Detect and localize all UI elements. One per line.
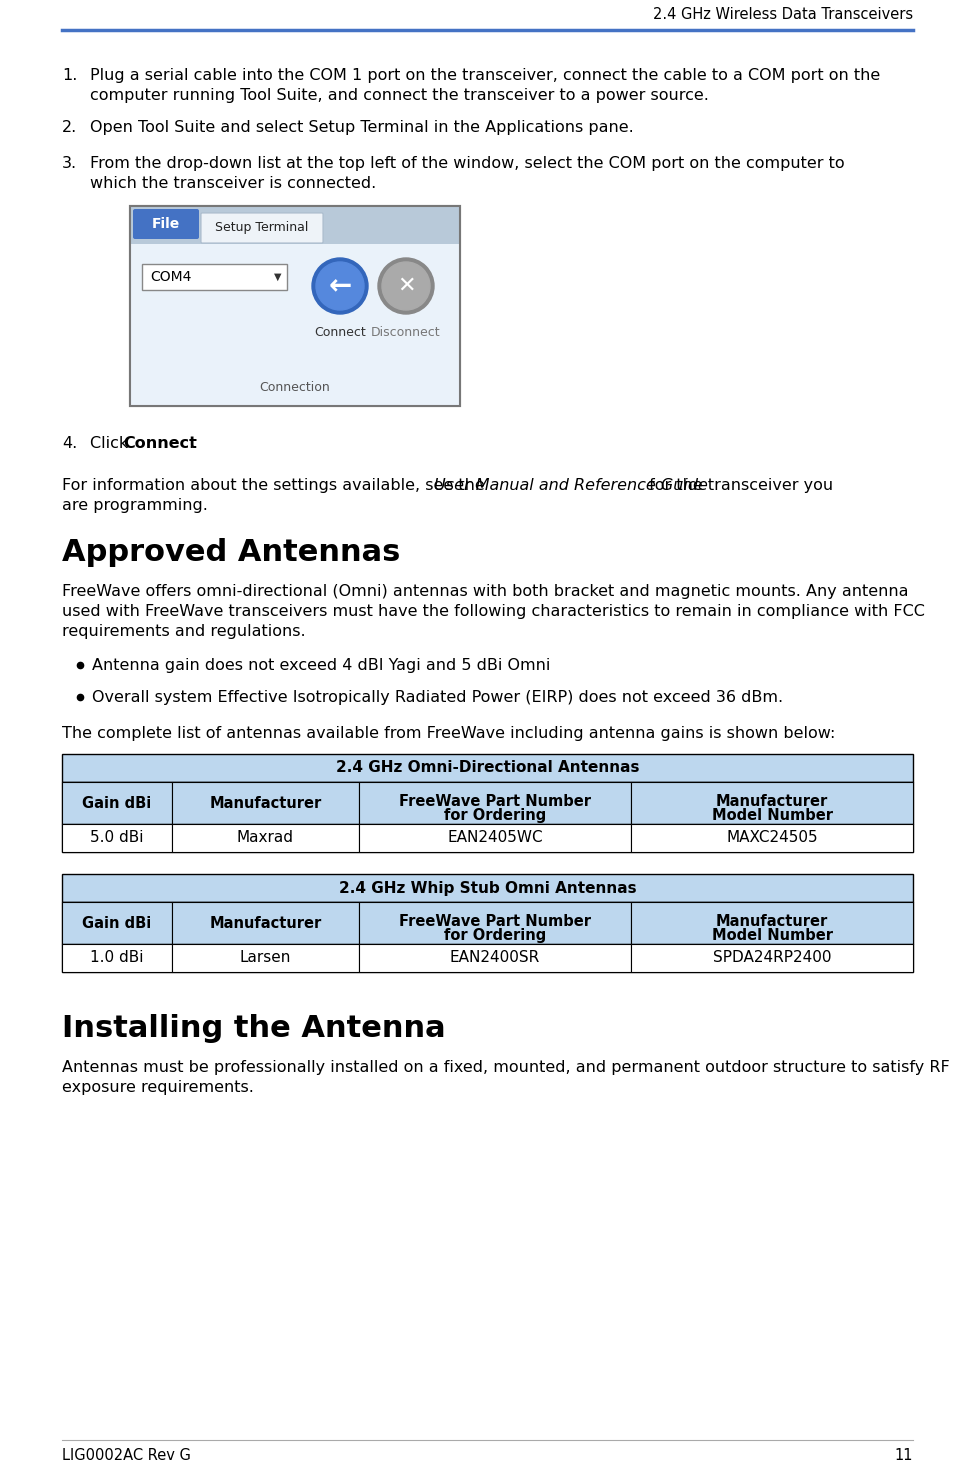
Text: FreeWave Part Number: FreeWave Part Number <box>399 794 591 809</box>
Bar <box>62 902 172 945</box>
FancyBboxPatch shape <box>201 213 323 244</box>
Text: User Manual and Reference Guide: User Manual and Reference Guide <box>434 478 708 493</box>
Text: which the transceiver is connected.: which the transceiver is connected. <box>90 176 376 190</box>
Bar <box>359 782 631 824</box>
Bar <box>130 207 460 406</box>
Text: ✕: ✕ <box>397 276 415 297</box>
Bar <box>62 824 172 852</box>
Circle shape <box>312 258 368 314</box>
Text: ←: ← <box>329 272 352 300</box>
Bar <box>359 945 631 973</box>
Text: Maxrad: Maxrad <box>237 831 294 846</box>
Text: requirements and regulations.: requirements and regulations. <box>62 624 305 639</box>
Text: Setup Terminal: Setup Terminal <box>215 221 309 235</box>
Text: Manufacturer: Manufacturer <box>210 915 322 930</box>
Bar <box>130 244 460 406</box>
Bar <box>631 782 913 824</box>
FancyBboxPatch shape <box>133 210 199 239</box>
Bar <box>631 945 913 973</box>
Text: Manufacturer: Manufacturer <box>716 914 828 928</box>
Text: 4.: 4. <box>62 435 77 452</box>
Text: 2.4 GHz Wireless Data Transceivers: 2.4 GHz Wireless Data Transceivers <box>653 7 913 22</box>
Text: ▼: ▼ <box>274 272 281 282</box>
Text: 3.: 3. <box>62 156 77 171</box>
Text: computer running Tool Suite, and connect the transceiver to a power source.: computer running Tool Suite, and connect… <box>90 89 709 103</box>
Text: Click: Click <box>90 435 134 452</box>
Bar <box>130 207 460 406</box>
Text: for Ordering: for Ordering <box>444 928 546 943</box>
Text: EAN2405WC: EAN2405WC <box>448 831 543 846</box>
Text: FreeWave Part Number: FreeWave Part Number <box>399 914 591 928</box>
Bar <box>62 824 913 852</box>
Text: Model Number: Model Number <box>712 928 833 943</box>
Text: Gain dBi: Gain dBi <box>82 915 152 930</box>
Text: From the drop-down list at the top left of the window, select the COM port on th: From the drop-down list at the top left … <box>90 156 844 171</box>
Bar <box>62 782 913 824</box>
Text: MAXC24505: MAXC24505 <box>726 831 818 846</box>
Text: Overall system Effective Isotropically Radiated Power (EIRP) does not exceed 36 : Overall system Effective Isotropically R… <box>92 689 783 706</box>
Bar <box>631 902 913 945</box>
Text: 5.0 dBi: 5.0 dBi <box>91 831 143 846</box>
Bar <box>142 264 287 289</box>
Text: for the transceiver you: for the transceiver you <box>644 478 833 493</box>
Bar <box>62 874 913 902</box>
Text: EAN2400SR: EAN2400SR <box>449 951 540 965</box>
Circle shape <box>382 263 430 310</box>
Text: Connect: Connect <box>314 326 366 339</box>
Circle shape <box>378 258 434 314</box>
Text: SPDA24RP2400: SPDA24RP2400 <box>713 951 832 965</box>
Text: Plug a serial cable into the COM 1 port on the transceiver, connect the cable to: Plug a serial cable into the COM 1 port … <box>90 68 880 83</box>
Text: 2.4 GHz Omni-Directional Antennas: 2.4 GHz Omni-Directional Antennas <box>335 760 640 775</box>
Text: for Ordering: for Ordering <box>444 807 546 824</box>
Text: Antenna gain does not exceed 4 dBI Yagi and 5 dBi Omni: Antenna gain does not exceed 4 dBI Yagi … <box>92 658 550 673</box>
Text: Disconnect: Disconnect <box>371 326 441 339</box>
Bar <box>130 207 460 244</box>
Text: Model Number: Model Number <box>712 807 833 824</box>
Text: 11: 11 <box>894 1448 913 1463</box>
Text: File: File <box>152 217 180 232</box>
Text: exposure requirements.: exposure requirements. <box>62 1080 254 1095</box>
Bar <box>359 824 631 852</box>
Text: FreeWave offers omni-directional (Omni) antennas with both bracket and magnetic : FreeWave offers omni-directional (Omni) … <box>62 584 909 599</box>
Bar <box>172 902 359 945</box>
Bar <box>62 782 172 824</box>
Text: are programming.: are programming. <box>62 497 208 514</box>
Text: Open Tool Suite and select Setup Terminal in the Applications pane.: Open Tool Suite and select Setup Termina… <box>90 120 634 134</box>
Bar <box>172 782 359 824</box>
Text: 2.: 2. <box>62 120 77 134</box>
Text: Connect: Connect <box>123 435 197 452</box>
Bar <box>62 754 913 782</box>
Text: used with FreeWave transceivers must have the following characteristics to remai: used with FreeWave transceivers must hav… <box>62 604 925 618</box>
Text: For information about the settings available, see the: For information about the settings avail… <box>62 478 489 493</box>
Text: COM4: COM4 <box>150 270 191 283</box>
Text: Approved Antennas: Approved Antennas <box>62 537 401 567</box>
Text: Manufacturer: Manufacturer <box>210 796 322 810</box>
Bar <box>172 945 359 973</box>
Text: LIG0002AC Rev G: LIG0002AC Rev G <box>62 1448 191 1463</box>
Bar <box>62 902 913 945</box>
Text: Larsen: Larsen <box>240 951 292 965</box>
Bar <box>359 902 631 945</box>
Text: 1.0 dBi: 1.0 dBi <box>91 951 143 965</box>
Bar <box>631 824 913 852</box>
Text: Connection: Connection <box>259 381 331 394</box>
Bar <box>62 945 172 973</box>
Bar <box>62 945 913 973</box>
Text: .: . <box>188 435 193 452</box>
Text: 2.4 GHz Whip Stub Omni Antennas: 2.4 GHz Whip Stub Omni Antennas <box>338 881 637 896</box>
Text: Gain dBi: Gain dBi <box>82 796 152 810</box>
Text: Installing the Antenna: Installing the Antenna <box>62 1014 446 1044</box>
Bar <box>172 824 359 852</box>
Text: The complete list of antennas available from FreeWave including antenna gains is: The complete list of antennas available … <box>62 726 836 741</box>
Text: 1.: 1. <box>62 68 77 83</box>
Text: Antennas must be professionally installed on a fixed, mounted, and permanent out: Antennas must be professionally installe… <box>62 1060 950 1075</box>
Circle shape <box>316 263 364 310</box>
Text: Manufacturer: Manufacturer <box>716 794 828 809</box>
